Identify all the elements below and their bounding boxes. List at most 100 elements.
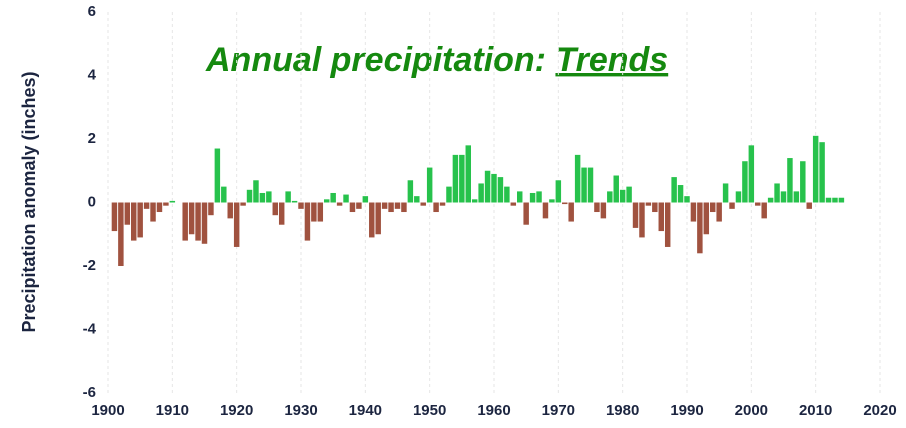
bar	[130, 202, 137, 241]
bar	[484, 170, 491, 203]
bar	[401, 202, 407, 213]
bar	[491, 173, 497, 203]
bar	[233, 202, 240, 247]
bar	[568, 202, 574, 222]
y-tick-label: -2	[83, 257, 96, 274]
bar	[619, 189, 626, 203]
bar	[323, 199, 330, 203]
bar	[478, 183, 484, 203]
bar	[266, 191, 272, 203]
bar	[832, 197, 838, 203]
bar	[600, 202, 607, 219]
bar	[272, 202, 279, 216]
bar	[632, 202, 639, 228]
y-tick-label: 4	[88, 66, 97, 83]
bar	[671, 177, 677, 203]
x-tick-label: 2020	[863, 402, 896, 419]
bar	[298, 202, 304, 209]
bar	[349, 202, 356, 213]
bar	[748, 145, 755, 203]
title-emphasis: Trends	[555, 41, 668, 79]
bar	[285, 191, 291, 203]
x-tick-label: 1920	[220, 402, 253, 419]
bar	[806, 202, 812, 209]
bar	[182, 202, 188, 241]
bar	[124, 202, 131, 225]
bar	[690, 202, 697, 222]
bar	[414, 196, 420, 203]
bar	[825, 197, 832, 203]
x-tick-label: 1990	[670, 402, 703, 419]
bar	[201, 202, 208, 244]
bar	[497, 177, 504, 203]
bar	[240, 202, 246, 206]
bar	[278, 202, 285, 225]
bar	[156, 202, 163, 213]
bar	[169, 200, 176, 203]
x-tick-label: 1900	[91, 402, 124, 419]
bar	[664, 202, 671, 247]
bar	[137, 202, 143, 238]
y-tick-label: -6	[83, 384, 96, 401]
bar	[523, 202, 529, 225]
bar	[452, 154, 459, 203]
bar	[729, 202, 735, 209]
bar	[819, 142, 825, 203]
x-tick-label: 1980	[606, 402, 639, 419]
x-tick-label: 1950	[413, 402, 446, 419]
bar	[356, 202, 362, 209]
bar	[774, 183, 780, 203]
bar	[594, 202, 600, 213]
bar	[214, 148, 221, 203]
bar	[800, 161, 806, 203]
y-tick-label: -4	[83, 320, 97, 337]
bar	[163, 202, 169, 206]
bar	[555, 180, 562, 203]
x-tick-label: 2000	[735, 402, 768, 419]
chart-title: Annual precipitation: Trends	[205, 41, 668, 79]
bar	[812, 135, 819, 203]
bar	[253, 180, 259, 203]
bar	[780, 191, 787, 203]
bar	[208, 202, 214, 216]
y-tick-label: 6	[88, 3, 96, 20]
bar	[703, 202, 710, 235]
bar	[143, 202, 150, 209]
bar	[259, 192, 266, 203]
bar	[227, 202, 233, 219]
bar	[118, 202, 124, 266]
x-tick-label: 1940	[349, 402, 382, 419]
bar	[716, 202, 722, 222]
bar	[471, 199, 478, 203]
bar	[562, 202, 568, 205]
bar	[639, 202, 645, 238]
bar	[658, 202, 665, 232]
bar	[330, 192, 336, 203]
bar	[388, 202, 394, 213]
bar	[375, 202, 381, 235]
bar	[742, 161, 748, 203]
bar	[439, 202, 446, 206]
x-tick-label: 1970	[542, 402, 575, 419]
bar	[317, 202, 324, 222]
bar	[767, 197, 774, 203]
bar	[722, 183, 729, 203]
bar	[677, 185, 684, 203]
bar	[343, 194, 349, 203]
y-tick-label: 2	[88, 130, 96, 147]
bar	[684, 196, 690, 203]
bar	[613, 175, 619, 203]
bar	[645, 202, 652, 206]
bar	[761, 202, 767, 219]
x-tick-label: 1930	[284, 402, 317, 419]
bar	[574, 154, 581, 203]
bar	[407, 180, 414, 203]
bar	[787, 158, 793, 203]
bar	[652, 202, 658, 213]
bar	[607, 191, 613, 203]
bar	[446, 186, 452, 203]
bar	[587, 167, 594, 203]
bar	[709, 202, 716, 213]
bar	[362, 196, 369, 203]
bar	[459, 154, 465, 203]
